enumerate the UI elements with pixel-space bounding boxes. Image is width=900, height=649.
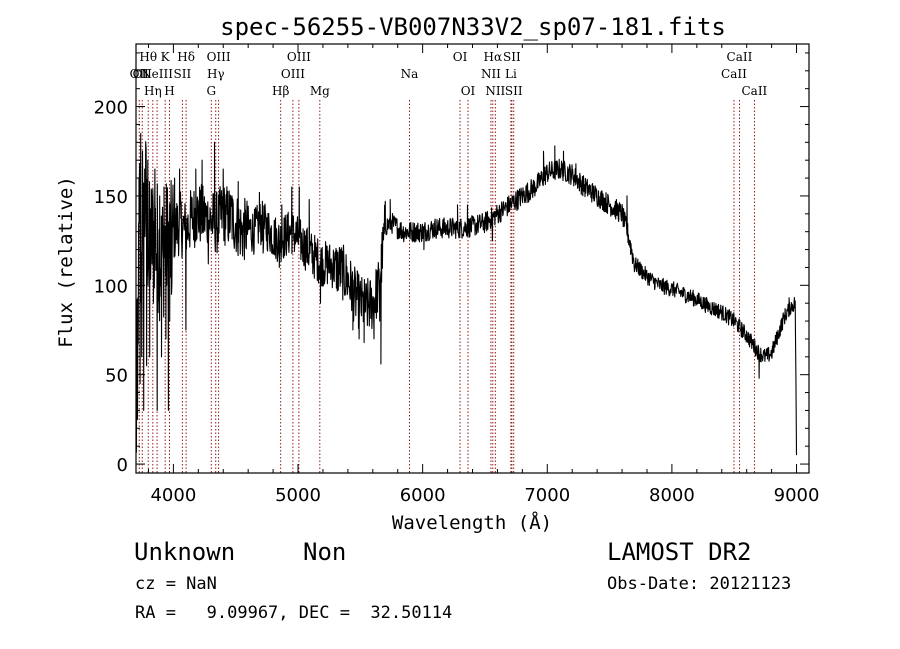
y-tick-label: 150	[94, 187, 128, 208]
x-tick-label: 9000	[774, 485, 820, 506]
spectral-line-label: Hα	[484, 50, 503, 64]
spectral-line-label: H	[164, 84, 174, 98]
y-tick-label: 200	[94, 98, 128, 119]
spectral-line-label: CaII	[727, 50, 753, 64]
object-subclass: Non	[303, 538, 347, 566]
spectrum-line	[135, 132, 798, 456]
spectral-line-label: CaII	[721, 67, 747, 81]
redshift-cz: cz = NaN	[135, 574, 217, 594]
spectral-line-label: Hδ	[177, 50, 195, 64]
spectral-line-label: Mg	[310, 84, 330, 98]
object-class: Unknown	[134, 538, 236, 566]
x-tick-label: 6000	[400, 485, 446, 506]
spectral-line-label: NII	[485, 84, 505, 98]
spectral-line-label: Na	[401, 67, 419, 81]
y-tick-label: 100	[94, 276, 128, 297]
spectral-line-label: SII	[503, 50, 521, 64]
x-tick-label: 8000	[649, 485, 695, 506]
x-tick-label: 5000	[275, 485, 321, 506]
spectral-line-label: OIII	[287, 50, 311, 64]
spectral-line-label: NII	[481, 67, 501, 81]
x-axis-ticks: 4000 5000 6000 7000 8000 9000	[147, 44, 820, 506]
spectral-line-label: OII	[130, 67, 150, 81]
y-axis-label: Flux (relative)	[55, 176, 77, 348]
x-axis-label: Wavelength (Å)	[392, 511, 552, 534]
y-axis-ticks: 0 50 100 150 200	[94, 52, 809, 476]
spectral-line-label: Hη	[144, 84, 162, 98]
spectral-line-label: OI	[453, 50, 468, 64]
y-tick-label: 50	[105, 366, 128, 387]
spectral-line-label: CaII	[741, 84, 767, 98]
spectral-line-label: OIII	[281, 67, 305, 81]
spectral-line-label: Li	[505, 67, 517, 81]
y-tick-label: 0	[117, 455, 128, 476]
plot-frame	[135, 43, 810, 474]
spectral-line-label: OI	[461, 84, 476, 98]
spectral-line-label: OIII	[207, 50, 231, 64]
spectral-line-label: SII	[505, 84, 523, 98]
spectral-line-label: K	[161, 50, 171, 64]
spectral-line-label: G	[206, 84, 216, 98]
spectral-line-label: SII	[174, 67, 192, 81]
spectral-line-label: Hβ	[272, 84, 289, 98]
observation-date: Obs-Date: 20121123	[607, 574, 792, 594]
spectral-line-label: Hθ	[139, 50, 157, 64]
x-tick-label: 4000	[150, 485, 196, 506]
x-tick-label: 7000	[524, 485, 570, 506]
spectral-line-label: NeIII	[141, 67, 173, 81]
spectral-line-label: Hγ	[207, 67, 225, 81]
survey-name: LAMOST DR2	[607, 538, 752, 566]
ra-dec-coordinates: RA = 9.09967, DEC = 32.50114	[135, 603, 453, 623]
spectral-line-labels: OIIOIIHθHηNeIIIKHSIIHδGHγOIIIHβOIIIOIIIM…	[130, 50, 768, 98]
chart-title: spec-56255-VB007N33V2_sp07-181.fits	[220, 13, 726, 41]
